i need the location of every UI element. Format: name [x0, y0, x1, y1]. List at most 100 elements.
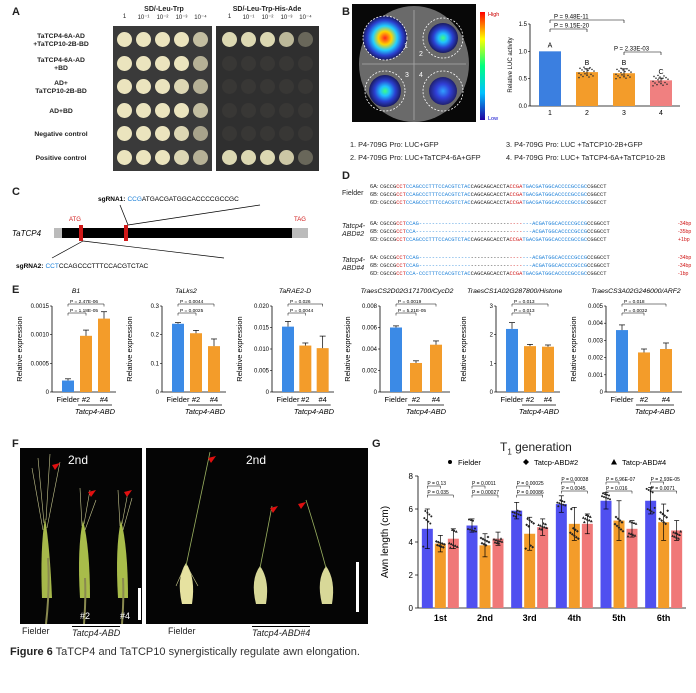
awn-point — [525, 523, 529, 527]
indel-note: +1bp — [678, 237, 690, 243]
arrow-marker-2 — [88, 490, 96, 497]
awn-point — [582, 520, 586, 524]
luc-point — [587, 69, 589, 72]
ytick: 0.002 — [362, 369, 378, 375]
indel-note: -34bp — [678, 221, 692, 227]
label-fielder-left: Fielder — [22, 626, 50, 636]
gene-structure-diagram: TaTCP4 ATG TAG sgRNA1: CCGATGACGATGGCACCC… — [12, 196, 308, 270]
expr-bar-0 — [506, 328, 518, 392]
expression-chart-2: TaLks2 0 0.1 0.2 0.3 Relative expression Field… — [125, 288, 226, 416]
luc-point — [578, 76, 580, 79]
expr-xtick: #4 — [432, 395, 440, 404]
expression-chart-5: TraesCS1A02G287800/Histone H4 0 1 2 3 Relativ… — [459, 288, 564, 416]
awn-point — [447, 541, 451, 545]
colony-right — [279, 149, 294, 165]
colony-right — [279, 126, 294, 141]
awn-point — [631, 533, 635, 536]
awn-point — [608, 494, 610, 497]
panel-g-title: T1 generation — [500, 440, 572, 457]
awn-point — [651, 491, 654, 494]
colony-right — [222, 149, 237, 165]
awn-point — [538, 527, 542, 530]
colony-left — [155, 102, 170, 118]
luc-point — [617, 75, 619, 77]
awn-point — [485, 539, 489, 543]
ytick: 3 — [490, 304, 494, 310]
awn-ytick: 6 — [409, 505, 414, 514]
awn-point — [450, 528, 454, 531]
ytick: 0.006 — [362, 326, 378, 332]
awn-point — [483, 538, 487, 542]
awn-bar — [613, 520, 625, 608]
expr-bar-2 — [430, 344, 442, 392]
awn-point — [430, 515, 433, 518]
awn-point — [427, 520, 430, 523]
luc-sig-letter: B — [622, 60, 627, 67]
awn-bar — [479, 545, 491, 608]
genome-label: 6A: — [370, 221, 379, 227]
chart-title: TraesCS1A02G287800/Histone H4 — [467, 288, 564, 295]
awn-ytick: 0 — [409, 604, 414, 613]
expr-bar-2 — [542, 346, 554, 392]
awn-point — [602, 492, 604, 495]
luc-point — [630, 71, 632, 73]
colony-left — [117, 149, 132, 165]
expr-xtick: #2 — [82, 395, 90, 404]
dilution-left-3: 10⁻³ — [175, 15, 188, 21]
colony-right — [241, 55, 256, 71]
awn-bar — [645, 500, 657, 608]
awn-point — [482, 542, 486, 546]
awn-point — [474, 527, 476, 530]
ytick: 0.0015 — [31, 304, 50, 310]
awn-point — [467, 528, 469, 531]
luc-point — [591, 68, 593, 71]
tag-label: TAG — [294, 217, 306, 223]
awn-point — [537, 523, 541, 527]
awn-point — [673, 535, 677, 538]
luc-point — [627, 74, 629, 77]
awn-point — [492, 537, 496, 541]
awn-point — [499, 537, 503, 540]
indel-note: -34bp — [678, 263, 692, 269]
dilution-right-0: 1 — [227, 14, 232, 20]
luc-color-scale — [480, 12, 485, 120]
awn-point — [606, 493, 608, 496]
awn-point — [454, 530, 458, 533]
awn-bar — [421, 528, 433, 608]
awn-pval-b: P = 0.0045 — [561, 486, 585, 492]
awn-point — [634, 522, 638, 525]
awn-point — [632, 521, 636, 524]
colony-left — [155, 126, 170, 141]
luc-point — [621, 74, 623, 76]
colony-right — [222, 55, 237, 71]
awn-point — [518, 510, 521, 513]
genome-label: 6A: — [370, 255, 379, 261]
colony-right — [260, 32, 275, 47]
sgrna1-target-mark — [124, 225, 128, 241]
colony-left — [193, 32, 208, 47]
panel-b-legend-3: 3. P4-709G Pro: LUC +TaTCP10-2B+GFP — [506, 140, 643, 149]
expr-ylabel: Relative expression — [15, 316, 24, 381]
awn-point — [429, 522, 432, 525]
luc-point — [626, 68, 628, 70]
chart-title: TaLks2 — [175, 288, 197, 295]
expr-xtick: Fielder — [57, 395, 80, 404]
awn-point — [544, 522, 548, 526]
awn-point — [671, 534, 675, 537]
awn-point — [561, 500, 564, 503]
spike-mutant-2 — [79, 487, 97, 624]
ytick: 0.003 — [588, 338, 604, 344]
label-mutant-left: Tatcp4-ABD — [72, 626, 121, 638]
awn-point — [529, 544, 533, 548]
colony-left — [193, 55, 208, 71]
awn-point — [542, 522, 546, 525]
awn-point — [449, 542, 453, 546]
colony-right — [260, 149, 275, 165]
dilution-right-1: 10⁻¹ — [242, 15, 255, 21]
awn-ytick: 2 — [409, 571, 414, 580]
expr-pval-1: P = 0.026 — [290, 299, 311, 305]
expr-xtick: #2 — [301, 395, 309, 404]
colony-right — [222, 79, 237, 94]
luc-point — [656, 83, 658, 86]
colony-left — [174, 32, 189, 47]
